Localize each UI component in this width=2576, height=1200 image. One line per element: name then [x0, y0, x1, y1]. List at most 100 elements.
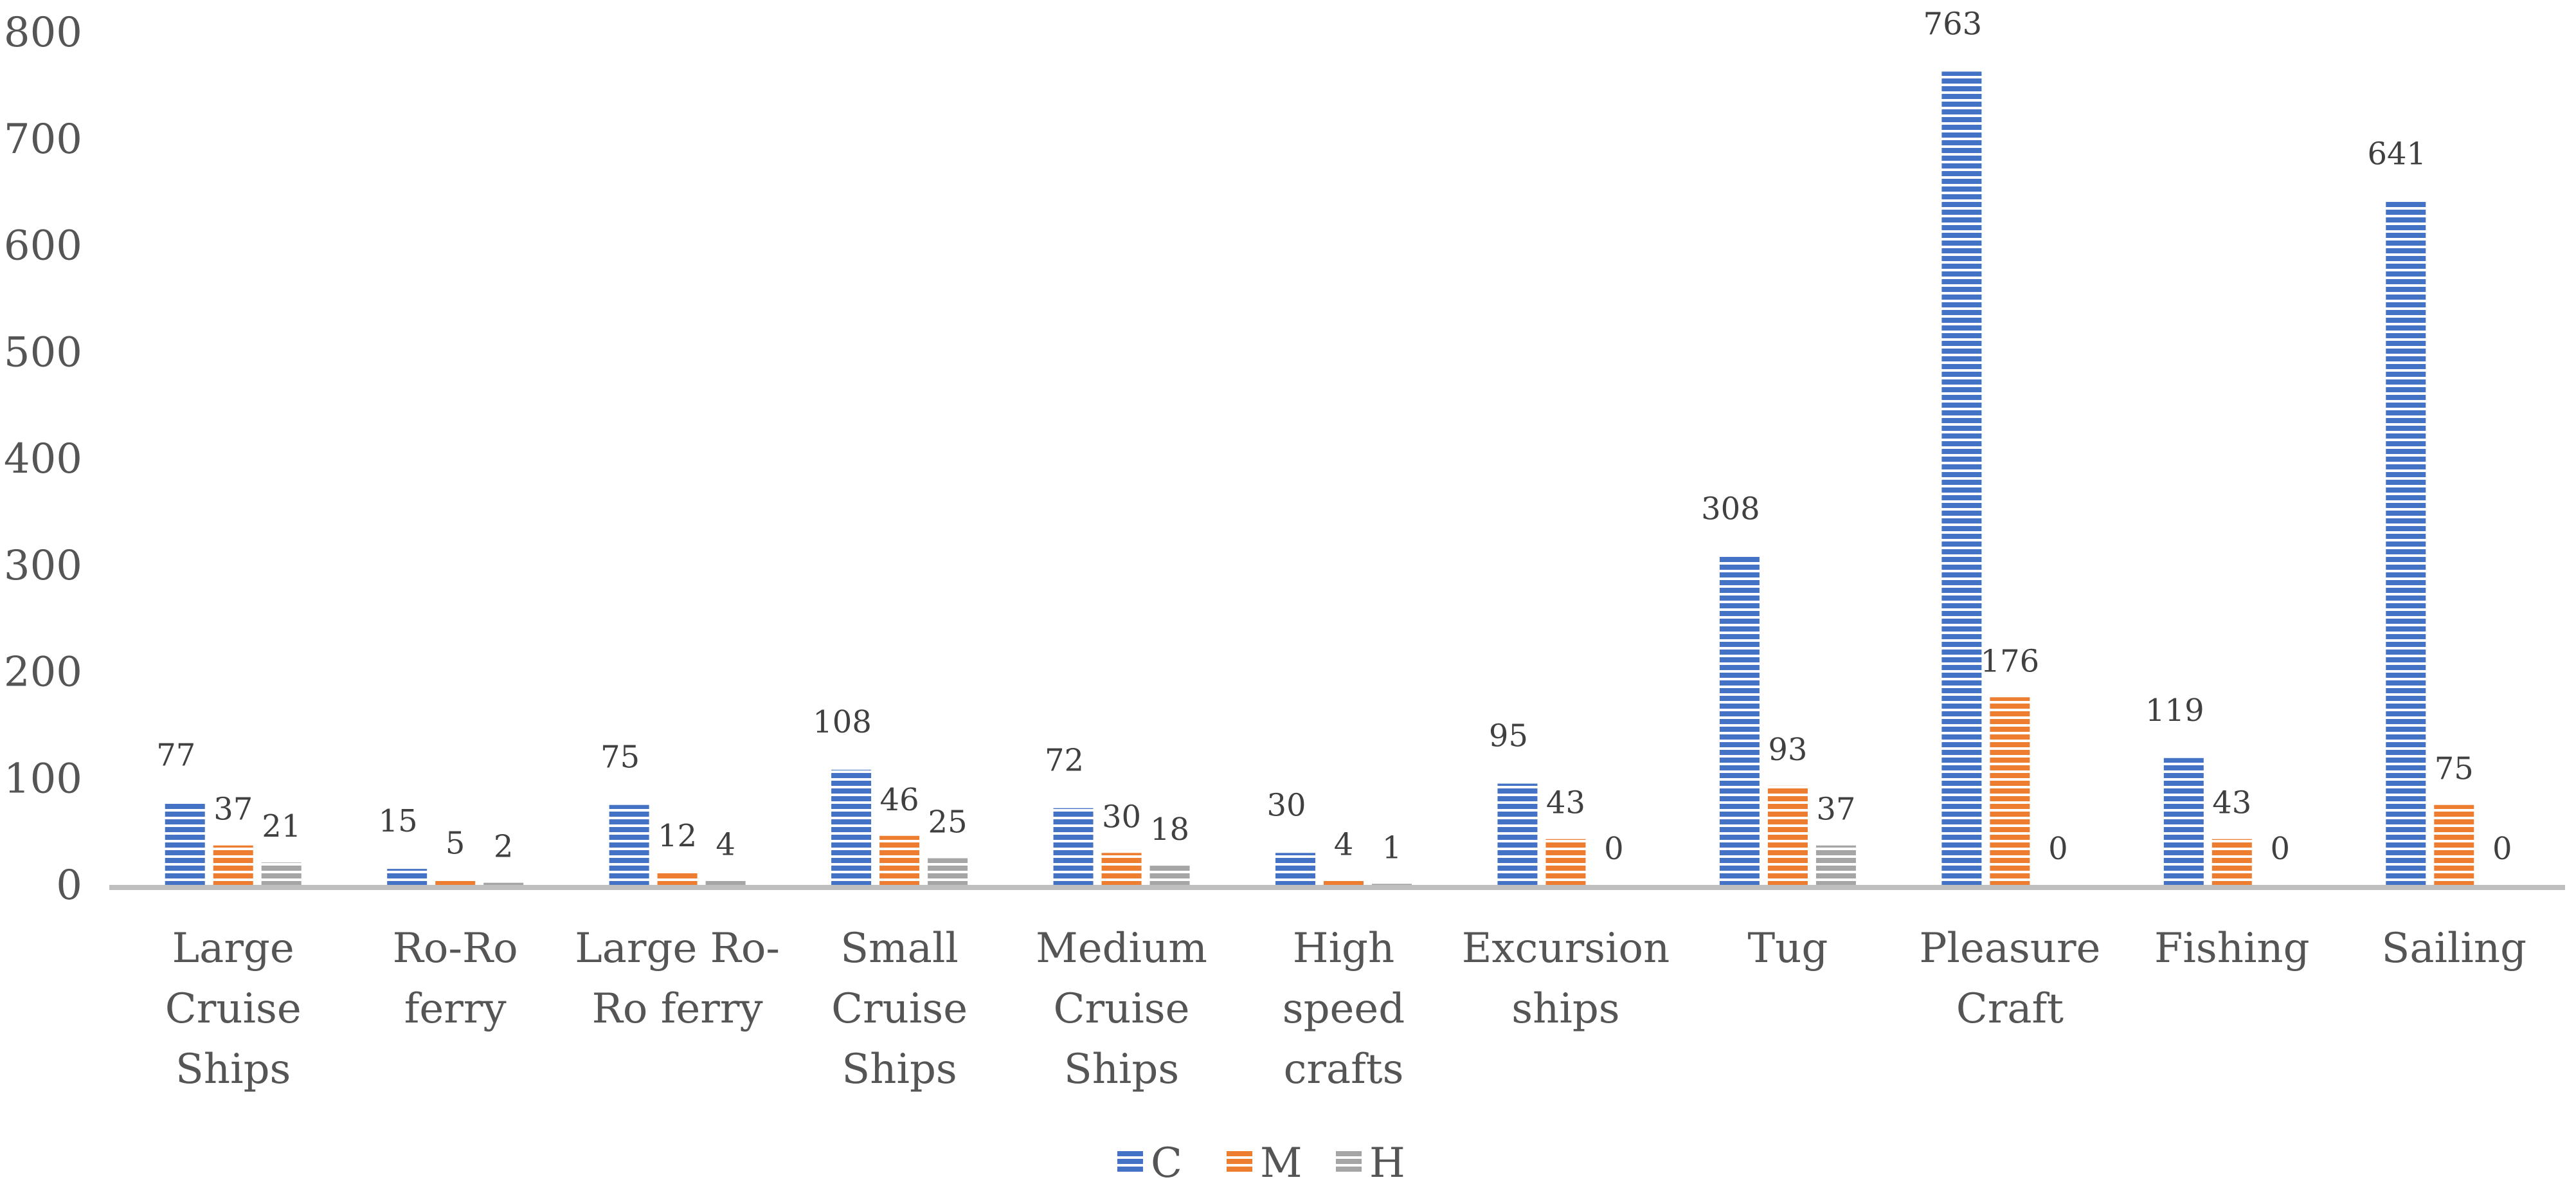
- data-label: 1: [1382, 830, 1402, 866]
- data-label: 93: [1768, 732, 1807, 768]
- bars: [165, 71, 2474, 886]
- bar-c: [1719, 556, 1760, 885]
- bar-m: [213, 845, 253, 885]
- category-label: Excursion ships: [1462, 925, 1670, 1033]
- category-label-line: Tug: [1747, 925, 1828, 972]
- bar-c: [1053, 808, 1094, 885]
- category-label-line: Ships: [842, 1046, 957, 1093]
- data-label: 21: [262, 808, 301, 844]
- data-label: 12: [658, 818, 697, 854]
- category-label-line: ferry: [404, 985, 507, 1033]
- category-label-line: Cruise: [831, 985, 968, 1033]
- bar-c: [831, 769, 872, 885]
- y-axis: 0 100 200 300 400 500 600 700 800: [4, 9, 82, 909]
- y-tick-label: 200: [4, 649, 82, 696]
- category-label-line: Pleasure: [1919, 925, 2100, 972]
- y-tick-label: 300: [4, 542, 82, 590]
- category-label-line: Large Ro-: [575, 925, 780, 972]
- category-label: Ro-Ro ferry: [393, 925, 518, 1033]
- data-label: 18: [1150, 812, 1189, 848]
- data-label: 763: [1923, 6, 1983, 42]
- data-label: 308: [1701, 491, 1760, 527]
- category-label-line: Medium: [1036, 925, 1207, 972]
- bar-m: [1990, 697, 2030, 885]
- bar-h: [1149, 866, 1190, 885]
- category-label-line: Ships: [176, 1046, 291, 1093]
- data-label: 2: [494, 829, 514, 865]
- category-label-line: Craft: [1956, 985, 2064, 1033]
- bar-h: [705, 880, 746, 885]
- category-label-line: Cruise: [1054, 985, 1190, 1033]
- y-tick-label: 500: [4, 329, 82, 376]
- data-label: 43: [2212, 785, 2251, 821]
- bar-h: [483, 882, 524, 885]
- data-label: 72: [1045, 743, 1084, 779]
- y-tick-label: 0: [56, 862, 82, 909]
- category-label: Tug: [1747, 925, 1828, 972]
- data-label: 75: [2435, 751, 2474, 787]
- category-label: Pleasure Craft: [1919, 925, 2100, 1033]
- bar-m: [2434, 805, 2474, 885]
- category-label: Large Cruise Ships: [165, 925, 302, 1093]
- bar-c: [165, 803, 205, 885]
- data-label: 25: [928, 805, 968, 841]
- category-label-line: Sailing: [2381, 925, 2526, 972]
- bar-m: [2211, 839, 2252, 885]
- bar-h: [261, 862, 302, 885]
- category-label: Large Ro- Ro ferry: [575, 925, 780, 1033]
- bar-m: [1767, 785, 1808, 885]
- bar-c: [1275, 853, 1315, 885]
- category-label: Fishing: [2154, 925, 2310, 972]
- category-label-line: Small: [840, 925, 959, 972]
- data-label: 641: [2367, 136, 2426, 172]
- data-label: 0: [2492, 831, 2512, 867]
- category-label-line: ships: [1511, 985, 1619, 1033]
- category-label-line: Excursion: [1462, 925, 1670, 972]
- bar-c: [1941, 71, 1982, 885]
- category-label-line: Ro ferry: [592, 985, 763, 1033]
- category-label: High speed crafts: [1283, 925, 1405, 1093]
- data-label: 176: [1981, 643, 2040, 679]
- legend-swatch-c: [1117, 1149, 1143, 1174]
- data-label: 75: [600, 740, 640, 776]
- bar-m: [879, 835, 920, 885]
- bar-c: [1497, 783, 1538, 885]
- data-label: 4: [1334, 826, 1354, 862]
- bar-c: [2163, 758, 2204, 885]
- data-label: 30: [1266, 787, 1306, 823]
- bar-m: [435, 879, 476, 885]
- category-label-line: crafts: [1284, 1046, 1404, 1093]
- category-label-line: Fishing: [2154, 925, 2310, 972]
- data-label: 119: [2145, 693, 2204, 729]
- bar-c: [387, 869, 428, 885]
- bar-m: [657, 872, 698, 885]
- data-label: 5: [446, 826, 465, 862]
- category-label-line: Ships: [1064, 1046, 1179, 1093]
- category-label-line: High: [1293, 925, 1394, 972]
- bar-h: [928, 858, 968, 885]
- data-label: 43: [1546, 785, 1585, 821]
- bar-m: [1324, 880, 1364, 885]
- bar-c: [2386, 201, 2426, 886]
- bar-c: [609, 805, 649, 885]
- data-label: 95: [1489, 718, 1528, 754]
- category-label-line: speed: [1283, 985, 1405, 1033]
- category-label-line: Cruise: [165, 985, 302, 1033]
- data-label: 4: [716, 826, 735, 862]
- data-label: 37: [1816, 792, 1855, 828]
- y-tick-label: 100: [4, 755, 82, 803]
- category-label-line: Large: [172, 925, 294, 972]
- bar-m: [1545, 839, 1586, 885]
- legend-swatch-m: [1227, 1149, 1252, 1174]
- legend-swatch-h: [1336, 1149, 1362, 1174]
- data-label: 37: [213, 792, 253, 828]
- bar-m: [1101, 853, 1142, 885]
- x-axis: Large Cruise Ships Ro-Ro ferry Large Ro- Ro fe…: [165, 925, 2526, 1093]
- data-label: 30: [1102, 799, 1141, 835]
- y-tick-label: 600: [4, 223, 82, 270]
- category-label-line: Ro-Ro: [393, 925, 518, 972]
- data-label: 15: [379, 803, 418, 839]
- y-tick-label: 400: [4, 435, 82, 483]
